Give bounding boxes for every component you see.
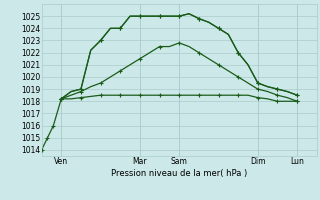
X-axis label: Pression niveau de la mer( hPa ): Pression niveau de la mer( hPa ) <box>111 169 247 178</box>
